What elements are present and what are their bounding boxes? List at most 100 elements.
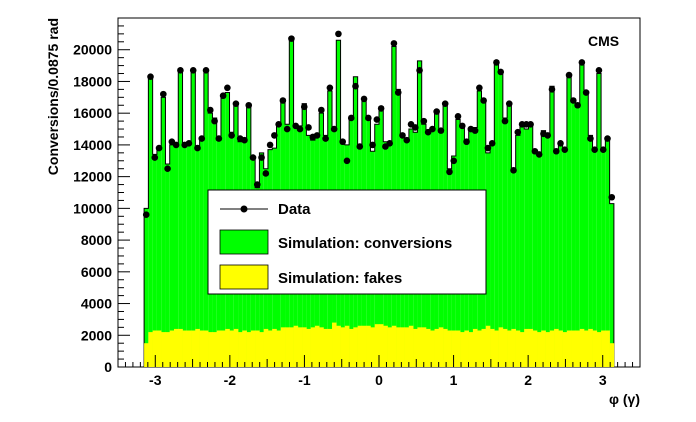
y-tick-label: 14000 [73, 137, 112, 153]
fakes-bin [404, 327, 410, 367]
fakes-bin [481, 328, 487, 367]
data-point [420, 117, 428, 125]
conversions-bin [541, 130, 546, 367]
cms-tag: CMS [588, 33, 619, 49]
fakes-bin [519, 332, 525, 367]
fakes-bin [353, 327, 358, 367]
data-point [249, 154, 257, 161]
fakes-bin [498, 327, 504, 367]
fakes-bin [601, 330, 606, 367]
data-point [412, 124, 419, 131]
data-point [501, 117, 509, 125]
fakes-bin [366, 325, 371, 367]
fakes-bin [579, 328, 585, 367]
data-point [326, 84, 334, 92]
x-tick-label: 2 [524, 372, 532, 388]
fakes-bin [584, 330, 589, 367]
y-tick-label: 4000 [81, 296, 112, 312]
data-point [488, 140, 496, 147]
fakes-bin [558, 330, 563, 367]
data-point [279, 97, 287, 104]
fakes-bin [421, 327, 427, 367]
data-point [599, 146, 607, 153]
fakes-bin [490, 328, 495, 367]
fakes-bin [319, 327, 324, 367]
data-point [228, 132, 235, 139]
legend-data-marker [240, 205, 248, 213]
conversions-bin [507, 105, 512, 367]
conversions-bin [485, 152, 491, 367]
data-point [185, 140, 193, 147]
y-tick-label: 2000 [81, 327, 112, 343]
y-axis-title: Conversions/0.0875 rad [45, 18, 61, 175]
conversions-bin [592, 149, 597, 367]
data-point [206, 106, 214, 114]
fakes-bin [152, 330, 158, 367]
fakes-bin [199, 330, 205, 367]
fakes-bin [494, 330, 499, 367]
fakes-bin [477, 330, 482, 367]
data-point [215, 135, 223, 142]
fakes-bin [289, 327, 294, 367]
data-point [339, 138, 346, 146]
conversions-bin [144, 208, 149, 367]
data-point [574, 101, 581, 109]
conversions-bin [571, 100, 576, 367]
conversions-bin [554, 151, 559, 367]
data-point [471, 127, 479, 134]
data-point [164, 165, 171, 173]
legend-label-fakes: Simulation: fakes [278, 270, 402, 287]
data-point [450, 157, 458, 165]
fakes-bin [229, 330, 235, 367]
data-point [416, 67, 423, 74]
data-point [441, 100, 449, 107]
data-point [403, 136, 411, 144]
fakes-bin [430, 330, 435, 367]
data-point [595, 67, 603, 74]
fakes-bin [379, 324, 384, 367]
fakes-bin [507, 330, 512, 367]
fakes-bin [238, 332, 243, 367]
fakes-bin [195, 328, 200, 367]
data-point [172, 141, 180, 149]
y-tick-label: 8000 [81, 232, 112, 248]
fakes-bin [447, 330, 452, 367]
conversions-bin [566, 75, 572, 367]
data-point [433, 108, 440, 115]
data-point [151, 154, 159, 161]
fakes-bin [156, 330, 162, 367]
data-point [476, 84, 483, 92]
fakes-bin [438, 327, 444, 367]
conversions-bin [165, 163, 170, 367]
data-point [446, 168, 453, 176]
fakes-bin [400, 327, 405, 367]
y-tick-label: 20000 [73, 42, 112, 58]
conversions-bin [494, 60, 499, 367]
data-point [211, 117, 218, 125]
conversions-bin [609, 203, 614, 367]
data-point [271, 132, 278, 139]
conversions-bin [191, 71, 196, 367]
data-point [241, 136, 248, 144]
conversions-bin [182, 144, 187, 367]
data-point [429, 125, 436, 133]
fakes-bin [485, 325, 491, 367]
fakes-bin [528, 328, 534, 367]
conversions-bin [549, 86, 555, 368]
conversions-bin [558, 143, 563, 367]
fakes-bin [250, 330, 256, 367]
fakes-bin [425, 328, 431, 367]
conversions-bin [178, 68, 183, 367]
fakes-bin [293, 325, 299, 367]
fakes-bin [203, 330, 209, 367]
conversions-bin [502, 117, 508, 367]
data-point [394, 89, 402, 96]
data-point [390, 40, 398, 47]
data-point [582, 89, 590, 96]
data-point [570, 97, 577, 104]
fakes-bin [191, 330, 196, 367]
data-point [318, 106, 325, 114]
data-point [587, 135, 594, 142]
fakes-bin [361, 325, 367, 367]
